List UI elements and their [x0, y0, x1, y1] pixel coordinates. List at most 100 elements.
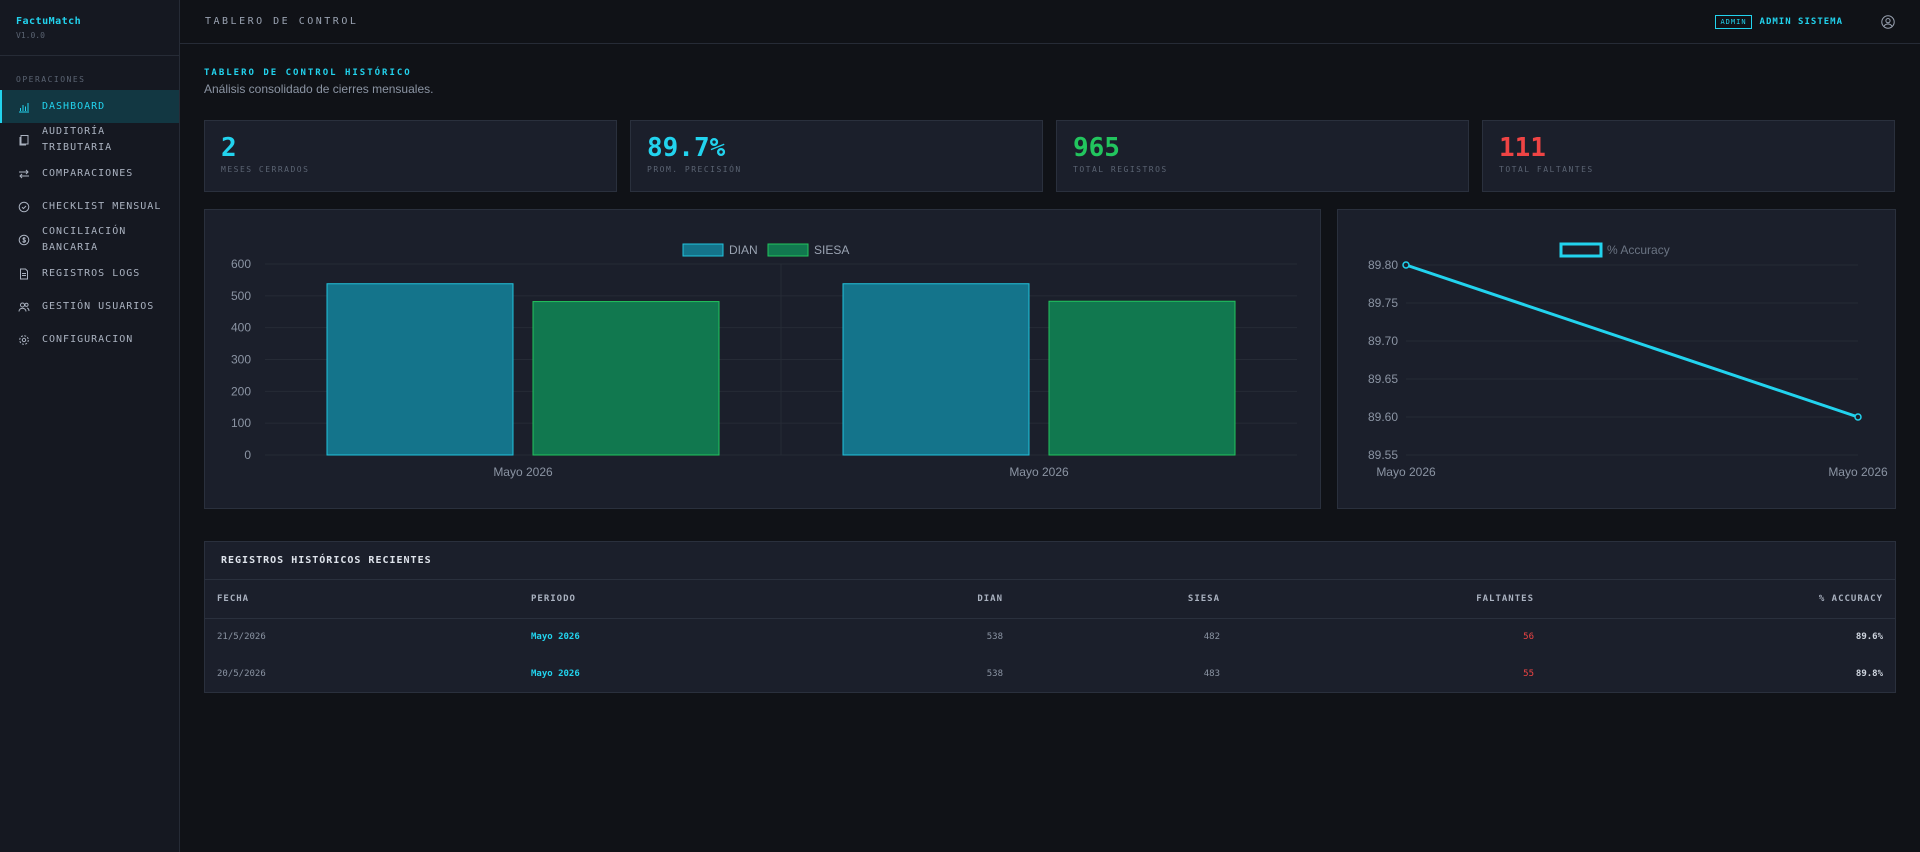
users-icon [18, 301, 30, 313]
y-tick-label: 200 [231, 384, 251, 398]
records-table: FECHA PERIODO DIAN SIESA FALTANTES % ACC… [205, 580, 1895, 692]
cell-fecha: 20/5/2026 [217, 668, 266, 679]
table-row[interactable]: 21/5/2026 Mayo 2026 538 482 56 89.6% [205, 618, 1895, 655]
table-title: REGISTROS HISTÓRICOS RECIENTES [205, 542, 1895, 580]
file-text-icon [18, 268, 30, 280]
col-periodo: PERIODO [519, 580, 833, 619]
kpi-value: 2 [221, 133, 237, 163]
col-siesa: SIESA [1015, 580, 1232, 619]
top-bar: TABLERO DE CONTROL ADMIN ADMIN SISTEMA [180, 0, 1920, 44]
sidebar-item-comparaciones[interactable]: COMPARACIONES [0, 157, 179, 190]
x-tick-label: Mayo 2026 [1009, 465, 1069, 479]
kpi-label: TOTAL REGISTROS [1073, 165, 1168, 174]
arrows-swap-icon [18, 168, 30, 180]
cell-siesa: 482 [1203, 631, 1220, 642]
bar-siesa [532, 301, 720, 456]
sidebar-item-checklist[interactable]: CHECKLIST MENSUAL [0, 190, 179, 223]
sidebar-nav: DASHBOARD AUDITORÍA TRIBUTARIA COMPARACI… [0, 90, 179, 356]
cell-faltantes: 55 [1523, 668, 1534, 679]
kpi-label: PROM. PRECISIÓN [647, 165, 742, 174]
kpi-row: 2 MESES CERRADOS 89.7% PROM. PRECISIÓN 9… [204, 120, 1896, 192]
app-name: FactuMatch [16, 16, 82, 27]
gear-icon [18, 334, 30, 346]
y-tick-label: 0 [244, 448, 251, 462]
bar-siesa [1048, 300, 1236, 456]
sidebar-item-label: CONFIGURACION [42, 333, 134, 345]
x-tick-label: Mayo 2026 [1376, 465, 1436, 479]
col-fecha: FECHA [205, 580, 519, 619]
y-tick-label: 89.75 [1368, 296, 1398, 310]
bar-chart: 0 100 200 300 400 500 600 Mayo 2026 Mayo 2026 DIA… [231, 243, 1297, 479]
sidebar-item-configuracion[interactable]: CONFIGURACION [0, 323, 179, 356]
y-tick-label: 400 [231, 321, 251, 335]
documents-icon [18, 134, 30, 146]
user-name: ADMIN SISTEMA [1759, 16, 1843, 27]
accuracy-line [1405, 263, 1859, 419]
sidebar-item-label: CONCILIACIÓN BANCARIA [42, 226, 127, 253]
sidebar-item-gestion-usuarios[interactable]: GESTIÓN USUARIOS [0, 290, 179, 323]
table-header-row: FECHA PERIODO DIAN SIESA FALTANTES % ACC… [205, 580, 1895, 619]
legend-swatch [1559, 242, 1603, 258]
sidebar-item-auditoria[interactable]: AUDITORÍA TRIBUTARIA [0, 123, 179, 157]
sidebar-item-dashboard[interactable]: DASHBOARD [0, 90, 179, 123]
sidebar-item-label: REGISTROS LOGS [42, 267, 141, 279]
legend-label: SIESA [814, 243, 849, 257]
y-tick-label: 100 [231, 416, 251, 430]
data-point [1854, 413, 1862, 421]
cell-siesa: 483 [1203, 668, 1220, 679]
cell-periodo: Mayo 2026 [531, 668, 580, 679]
y-tick-label: 89.80 [1368, 258, 1398, 272]
cell-periodo: Mayo 2026 [531, 631, 580, 642]
kpi-value: 965 [1073, 133, 1120, 163]
sidebar: FactuMatch V1.0.0 OPERACIONES DASHBOARD … [0, 0, 180, 852]
user-profile-icon[interactable] [1881, 14, 1895, 29]
y-tick-label: 89.60 [1368, 410, 1398, 424]
cell-faltantes: 56 [1523, 631, 1534, 642]
sidebar-section-label: OPERACIONES [16, 75, 86, 84]
y-tick-label: 600 [231, 257, 251, 271]
user-area: ADMIN ADMIN SISTEMA [1715, 14, 1895, 29]
line-chart: 89.55 89.60 89.65 89.70 89.75 89.80 Mayo 2026 M… [1368, 242, 1888, 479]
y-tick-label: 89.70 [1368, 334, 1398, 348]
col-accuracy: % ACCURACY [1546, 580, 1895, 619]
brand: FactuMatch V1.0.0 [0, 0, 179, 56]
kpi-label: TOTAL FALTANTES [1499, 165, 1594, 174]
kpi-value: 111 [1499, 133, 1546, 163]
kpi-value: 89.7% [647, 133, 726, 163]
kpi-card-registros: 965 TOTAL REGISTROS [1056, 120, 1469, 192]
bar-chart-icon [18, 101, 30, 113]
table-row[interactable]: 20/5/2026 Mayo 2026 538 483 55 89.8% [205, 655, 1895, 692]
data-point [1402, 261, 1410, 269]
line-chart-panel: 89.55 89.60 89.65 89.70 89.75 89.80 Mayo 2026 M… [1337, 209, 1896, 509]
legend-swatch [767, 243, 809, 257]
sidebar-item-conciliacion[interactable]: CONCILIACIÓN BANCARIA [0, 223, 179, 257]
cell-accuracy: 89.6% [1855, 631, 1883, 642]
sidebar-item-label: AUDITORÍA TRIBUTARIA [42, 126, 113, 153]
sidebar-item-label: GESTIÓN USUARIOS [42, 300, 155, 312]
kpi-card-precision: 89.7% PROM. PRECISIÓN [630, 120, 1043, 192]
cell-fecha: 21/5/2026 [217, 631, 266, 642]
page-subtitle: Análisis consolidado de cierres mensuale… [204, 82, 434, 96]
kpi-label: MESES CERRADOS [221, 165, 310, 174]
bar-dian [842, 283, 1030, 456]
col-dian: DIAN [833, 580, 1015, 619]
legend-label: % Accuracy [1607, 243, 1670, 257]
y-tick-label: 300 [231, 353, 251, 367]
role-badge: ADMIN [1715, 14, 1752, 29]
y-tick-label: 89.55 [1368, 448, 1398, 462]
bar-chart-panel: 0 100 200 300 400 500 600 Mayo 2026 Mayo 2026 DIA… [204, 209, 1321, 509]
kpi-card-faltantes: 111 TOTAL FALTANTES [1482, 120, 1895, 192]
sidebar-item-label: DASHBOARD [42, 100, 106, 112]
bar-dian [326, 283, 514, 456]
cell-dian: 538 [986, 668, 1003, 679]
legend-label: DIAN [729, 243, 758, 257]
legend-swatch [682, 243, 724, 257]
y-tick-label: 89.65 [1368, 372, 1398, 386]
col-faltantes: FALTANTES [1232, 580, 1546, 619]
x-tick-label: Mayo 2026 [1828, 465, 1888, 479]
y-tick-label: 500 [231, 289, 251, 303]
x-tick-label: Mayo 2026 [493, 465, 553, 479]
sidebar-item-label: CHECKLIST MENSUAL [42, 200, 162, 212]
dollar-circle-icon [18, 234, 30, 246]
sidebar-item-registros-logs[interactable]: REGISTROS LOGS [0, 257, 179, 290]
